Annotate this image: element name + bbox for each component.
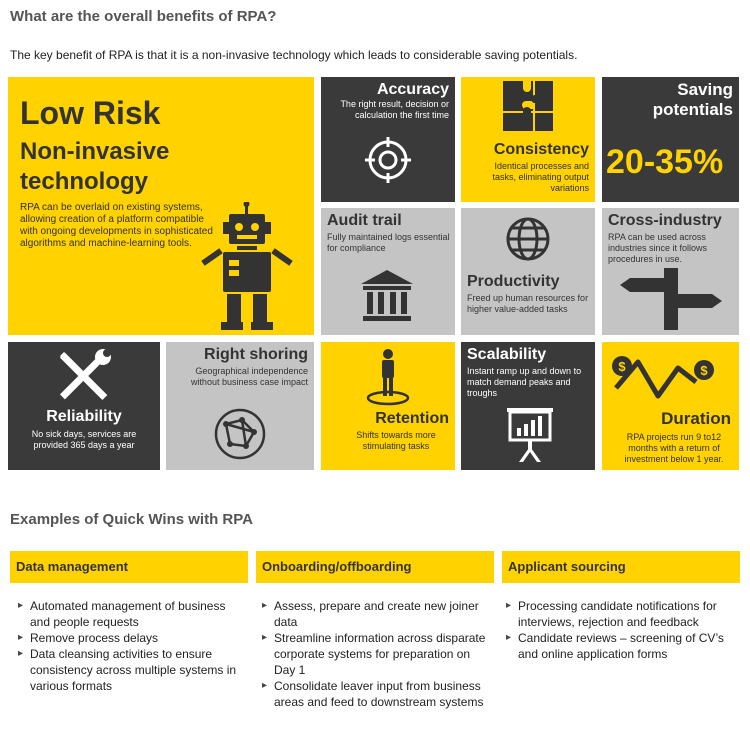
- duration-tile: $ $ Duration RPA projects run 9 to12 mon…: [602, 342, 739, 470]
- low-risk-subtitle-2: technology: [20, 168, 149, 195]
- productivity-text: Freed up human resources for higher valu…: [467, 293, 589, 314]
- cross-industry-tile: Cross-industry RPA can be used across in…: [602, 208, 739, 335]
- saving-title-2: potentials: [652, 100, 733, 119]
- productivity-tile: Productivity Freed up human resources fo…: [461, 208, 595, 335]
- cross-industry-title: Cross-industry: [608, 212, 722, 229]
- list-item: Candidate reviews – screening of CV’s an…: [506, 630, 736, 662]
- productivity-title: Productivity: [467, 273, 560, 290]
- column-header-data-management: Data management: [10, 551, 248, 583]
- audit-text: Fully maintained logs essential for comp…: [327, 232, 450, 253]
- list-item: Processing candidate notifications for i…: [506, 598, 736, 630]
- data-management-list: Automated management of business and peo…: [18, 598, 246, 694]
- network-globe-icon: [214, 408, 266, 460]
- tools-icon: [59, 349, 111, 401]
- robot-icon: [201, 202, 293, 330]
- retention-text: Shifts towards more stimulating tasks: [356, 430, 436, 451]
- globe-icon: [506, 217, 550, 261]
- intro-text: The key benefit of RPA is that it is a n…: [10, 48, 578, 62]
- list-item: Streamline information across disparate …: [262, 630, 492, 678]
- money-graph-icon: $ $: [612, 356, 714, 399]
- column-header-onboarding: Onboarding/offboarding: [256, 551, 494, 583]
- retention-tile: Retention Shifts towards more stimulatin…: [321, 342, 455, 470]
- accuracy-tile: Accuracy The right result, decision or c…: [321, 77, 455, 202]
- scalability-text: Instant ramp up and down to match demand…: [467, 366, 582, 398]
- signpost-icon: [620, 268, 722, 330]
- consistency-tile: Consistency Identical processes and task…: [461, 77, 595, 202]
- duration-title: Duration: [661, 409, 731, 428]
- applicant-sourcing-list: Processing candidate notifications for i…: [506, 598, 736, 662]
- accuracy-text: The right result, decision or calculatio…: [340, 99, 449, 120]
- right-shoring-tile: Right shoring Geographical independence …: [166, 342, 314, 470]
- saving-tile: Saving potentials 20-35%: [602, 77, 739, 202]
- list-item: Data cleansing activities to ensure cons…: [18, 646, 246, 694]
- scalability-tile: Scalability Instant ramp up and down to …: [461, 342, 595, 470]
- retention-title: Retention: [375, 410, 449, 427]
- cross-industry-text: RPA can be used across industries since …: [608, 232, 708, 264]
- low-risk-text: RPA can be overlaid on existing systems,…: [20, 202, 213, 249]
- svg-text:$: $: [618, 359, 626, 374]
- bank-icon: [361, 270, 413, 321]
- reliability-title: Reliability: [46, 408, 122, 425]
- audit-title: Audit trail: [327, 212, 402, 229]
- list-item: Remove process delays: [18, 630, 246, 646]
- puzzle-icon: [503, 81, 553, 131]
- svg-text:$: $: [700, 363, 708, 378]
- column-header-applicant-sourcing: Applicant sourcing: [502, 551, 740, 583]
- list-item: Assess, prepare and create new joiner da…: [262, 598, 492, 630]
- consistency-text: Identical processes and tasks, eliminati…: [492, 161, 589, 193]
- saving-title-1: Saving: [677, 80, 733, 99]
- accuracy-title: Accuracy: [376, 81, 449, 98]
- reliability-tile: Reliability No sick days, services are p…: [8, 342, 160, 470]
- person-target-icon: [366, 349, 410, 406]
- duration-text: RPA projects run 9 to12 months with a re…: [624, 432, 724, 464]
- consistency-title: Consistency: [493, 141, 589, 158]
- page-heading: What are the overall benefits of RPA?: [10, 8, 277, 25]
- list-item: Automated management of business and peo…: [18, 598, 246, 630]
- presentation-chart-icon: [507, 408, 553, 462]
- saving-value: 20-35%: [606, 143, 724, 181]
- quick-wins-heading: Examples of Quick Wins with RPA: [10, 511, 253, 528]
- onboarding-list: Assess, prepare and create new joiner da…: [262, 598, 492, 710]
- low-risk-tile: Low Risk Non-invasive technology RPA can…: [8, 77, 314, 335]
- low-risk-title: Low Risk: [20, 95, 161, 131]
- reliability-text: No sick days, services are provided 365 …: [31, 429, 137, 450]
- right-shoring-text: Geographical independence without busine…: [190, 366, 308, 387]
- right-shoring-title: Right shoring: [204, 346, 308, 363]
- low-risk-subtitle-1: Non-invasive: [20, 138, 170, 165]
- list-item: Consolidate leaver input from business a…: [262, 678, 492, 710]
- target-icon: [365, 137, 411, 183]
- scalability-title: Scalability: [467, 346, 547, 363]
- audit-tile: Audit trail Fully maintained logs essent…: [321, 208, 455, 335]
